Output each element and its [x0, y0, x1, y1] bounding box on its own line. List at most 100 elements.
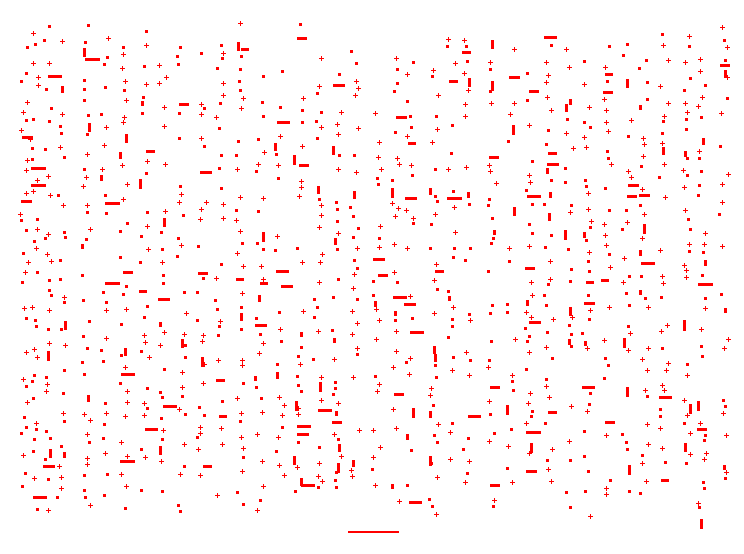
plus-mark	[603, 233, 608, 238]
dot-mark	[103, 63, 106, 66]
plus-mark	[319, 203, 324, 208]
plus-mark	[18, 212, 23, 217]
dot-mark	[352, 236, 355, 239]
plus-mark	[319, 398, 324, 403]
plus-mark	[158, 343, 163, 348]
plus-mark	[587, 250, 592, 255]
plus-mark	[550, 447, 555, 452]
plus-mark	[85, 462, 90, 467]
dot-mark	[297, 384, 300, 387]
dot-mark	[59, 125, 62, 128]
plus-mark	[219, 426, 224, 431]
dot-mark	[81, 274, 84, 277]
dot-mark	[337, 278, 340, 281]
plus-mark	[255, 508, 260, 513]
plus-mark	[28, 137, 33, 142]
plus-mark	[104, 308, 109, 313]
dot-mark	[88, 441, 91, 444]
dot-mark	[241, 242, 244, 245]
plus-mark	[527, 123, 532, 128]
dot-mark	[31, 184, 46, 187]
dot-mark	[698, 157, 701, 160]
dot-mark	[296, 375, 299, 378]
dot-mark	[506, 467, 509, 470]
plus-mark	[682, 398, 687, 403]
dot-mark	[87, 24, 90, 27]
dot-mark	[338, 154, 341, 157]
dot-mark	[643, 224, 646, 234]
plus-mark	[696, 104, 701, 109]
plus-mark	[606, 129, 611, 134]
dot-mark	[601, 279, 609, 282]
plus-mark	[157, 63, 162, 68]
dot-mark	[332, 421, 342, 424]
dot-mark	[63, 452, 66, 458]
dot-mark	[462, 51, 471, 54]
dot-mark	[197, 245, 200, 248]
plus-mark	[85, 152, 90, 157]
dot-mark	[549, 192, 552, 198]
plus-mark	[544, 60, 549, 65]
dot-mark	[570, 333, 573, 336]
plus-mark	[317, 84, 322, 89]
dot-mark	[436, 441, 439, 444]
plus-mark	[353, 93, 358, 98]
plus-mark	[646, 305, 651, 310]
plus-mark	[640, 187, 645, 192]
dot-mark	[567, 248, 570, 251]
plus-mark	[59, 475, 64, 480]
dot-mark	[161, 396, 164, 399]
dot-mark	[220, 187, 223, 190]
dot-mark	[146, 150, 155, 153]
plus-mark	[682, 185, 687, 190]
plus-mark	[529, 280, 534, 285]
dot-mark	[623, 338, 626, 348]
dot-mark	[434, 195, 437, 198]
plus-mark	[63, 343, 68, 348]
dot-mark	[587, 260, 590, 263]
plus-mark	[24, 191, 29, 196]
dot-mark	[512, 389, 515, 392]
plus-mark	[84, 175, 89, 180]
plus-mark	[660, 446, 665, 451]
dot-mark	[240, 306, 243, 309]
dot-mark	[100, 113, 103, 116]
dot-mark	[198, 272, 208, 275]
plus-mark	[506, 444, 511, 449]
dot-mark	[47, 328, 50, 331]
plus-mark	[665, 323, 670, 328]
plus-mark	[448, 457, 453, 462]
dot-mark	[621, 228, 624, 231]
plus-mark	[60, 112, 65, 117]
plus-mark	[198, 425, 203, 430]
plus-mark	[394, 349, 399, 354]
plus-mark	[125, 400, 130, 405]
plus-mark	[376, 155, 381, 160]
plus-mark	[104, 336, 109, 341]
plus-mark	[660, 274, 665, 279]
dot-mark	[550, 234, 553, 237]
dot-mark	[275, 153, 278, 156]
plus-mark	[354, 170, 359, 175]
dot-mark	[203, 414, 206, 417]
dot-mark	[333, 338, 336, 343]
plus-mark	[61, 411, 66, 416]
dot-mark	[25, 426, 28, 429]
dot-mark	[659, 415, 662, 418]
dot-mark	[50, 107, 53, 110]
dot-mark	[628, 465, 631, 475]
dot-mark	[490, 242, 493, 245]
dot-mark	[506, 311, 509, 314]
plus-mark	[585, 409, 590, 414]
dot-mark	[490, 340, 493, 343]
dot-mark	[685, 128, 688, 131]
dot-mark	[396, 281, 399, 284]
dot-mark	[350, 50, 353, 53]
dot-mark	[569, 459, 572, 462]
plus-mark	[319, 56, 324, 61]
dot-mark	[686, 157, 689, 160]
plus-mark	[662, 162, 667, 167]
dot-mark	[50, 294, 53, 297]
plus-mark	[300, 144, 305, 149]
